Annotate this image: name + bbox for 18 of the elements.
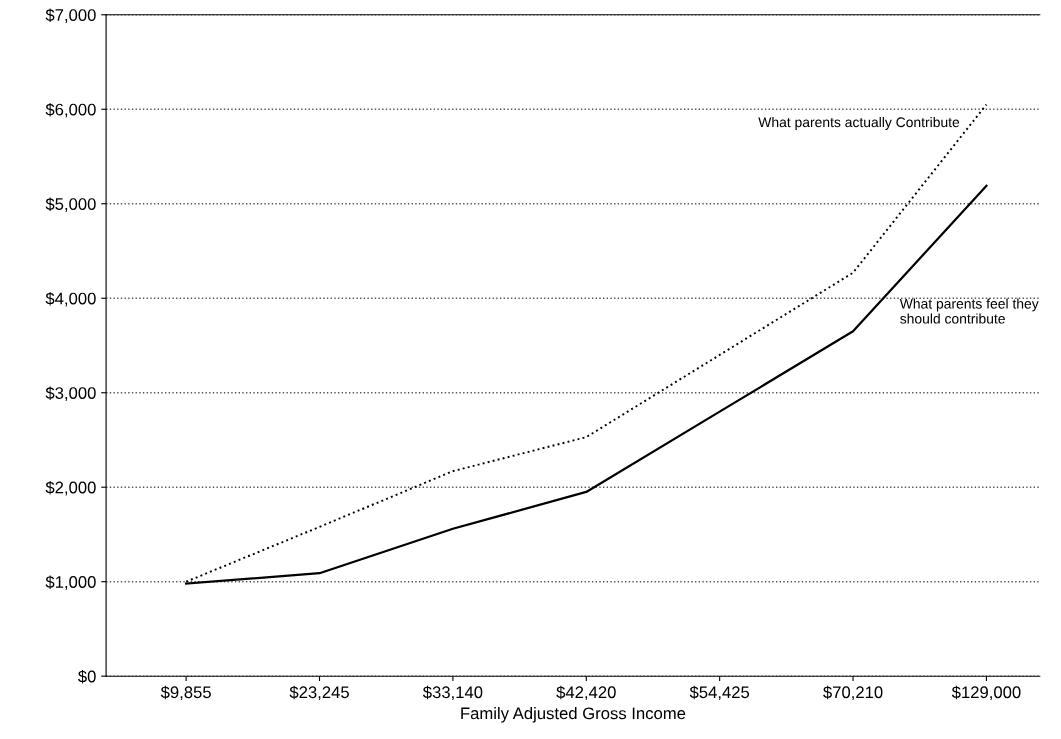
y-tick-label: $0 <box>78 669 96 684</box>
x-tick-label: $70,210 <box>823 685 883 701</box>
x-tick-label: $9,855 <box>160 685 211 701</box>
x-axis-title: Family Adjusted Gross Income <box>461 707 686 723</box>
series-label: What parents feel they should contribute <box>899 298 1039 324</box>
series-label: What parents actually Contribute <box>758 116 960 130</box>
y-tick-label: $7,000 <box>45 8 96 23</box>
x-tick-label: $42,420 <box>556 685 616 701</box>
x-tick-label: $54,425 <box>689 685 750 701</box>
y-tick-label: $2,000 <box>45 480 96 496</box>
y-tick-label: $1,000 <box>45 575 96 590</box>
y-tick-label: $6,000 <box>45 102 96 118</box>
y-tick-label: $5,000 <box>45 197 96 212</box>
y-tick-label: $4,000 <box>45 291 96 307</box>
x-tick-label: $23,245 <box>289 685 349 701</box>
x-tick-label: $33,140 <box>422 685 483 701</box>
y-tick-label: $3,000 <box>45 386 96 401</box>
x-tick-label: $129,000 <box>951 685 1021 701</box>
